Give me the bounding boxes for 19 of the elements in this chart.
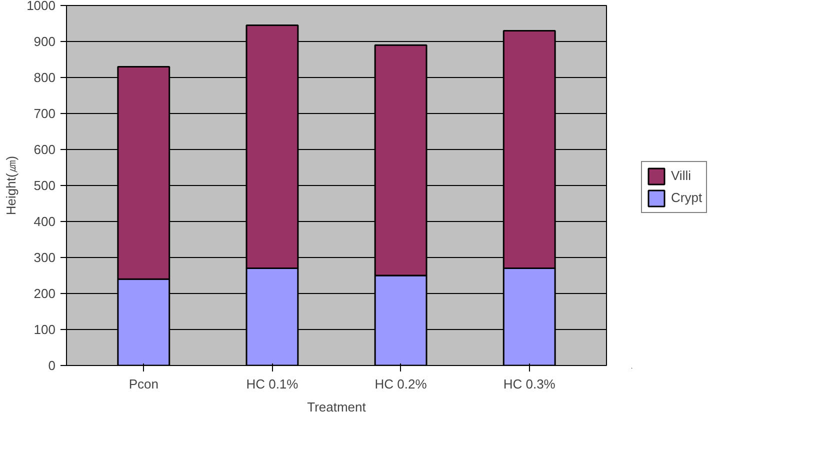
legend-label: Crypt [671, 190, 702, 205]
y-tick-label: 400 [34, 214, 56, 229]
y-tick-label: 1000 [26, 0, 56, 13]
y-tick-label: 700 [34, 106, 56, 121]
y-tick-label: 800 [34, 70, 56, 85]
legend-label: Villi [671, 168, 691, 183]
y-tick-label: 200 [34, 286, 56, 301]
y-tick-label: 100 [34, 322, 56, 337]
x-tick-label: HC 0.1% [246, 376, 299, 392]
y-tick-label: 500 [34, 178, 56, 193]
x-tick-label: HC 0.3% [503, 376, 556, 392]
y-axis-title: Height(㎛) [4, 156, 19, 216]
x-tick-label: Pcon [128, 376, 158, 392]
y-tick-label: 0 [48, 358, 56, 373]
x-tick-label: HC 0.2% [374, 376, 428, 392]
y-tick-label: 900 [34, 34, 56, 49]
x-axis-title: Treatment [307, 400, 366, 414]
y-tick-label: 600 [34, 142, 56, 157]
y-tick-label: 300 [34, 250, 56, 265]
